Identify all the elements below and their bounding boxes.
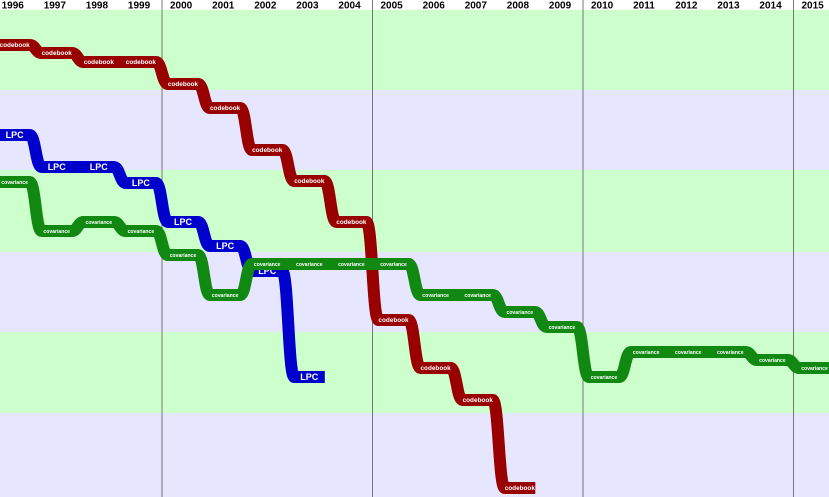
series-label: LPC [132, 178, 151, 188]
band [0, 413, 829, 497]
series-label: covariance [43, 229, 70, 235]
connector [786, 354, 801, 374]
connector [402, 314, 427, 374]
connector [149, 177, 174, 228]
connector [111, 161, 129, 189]
series-label: codebook [42, 50, 73, 57]
x-tick-label: 2007 [465, 1, 488, 12]
connector [112, 216, 128, 237]
series-label: LPC [48, 162, 67, 172]
connector [26, 129, 46, 173]
series-label: covariance [338, 262, 365, 268]
series: covariance covariance covariance covariance… [0, 176, 829, 383]
series-label: covariance [717, 350, 744, 356]
band [0, 10, 829, 90]
x-tick-label: 1996 [2, 1, 25, 12]
x-tick-label: 2012 [675, 1, 698, 12]
x-tick-label: 2003 [296, 1, 319, 12]
connector [276, 265, 301, 383]
series-label: covariance [212, 293, 239, 299]
connector [490, 289, 508, 318]
series-label: codebook [210, 105, 241, 112]
x-tick-label: 2005 [381, 1, 404, 12]
series-label: LPC [174, 217, 193, 227]
connector [570, 321, 595, 383]
series-label: LPC [216, 241, 235, 251]
series-label: covariance [170, 253, 197, 259]
x-tick-label: 1999 [128, 1, 151, 12]
series-label: covariance [254, 262, 281, 268]
connector [234, 102, 259, 156]
x-tick-label: 2008 [507, 1, 530, 12]
series-label: covariance [759, 358, 786, 364]
series-label: LPC [6, 130, 25, 140]
x-tick-label: 2000 [170, 1, 193, 12]
series-label: LPC [90, 162, 109, 172]
series-label: codebook [336, 219, 367, 226]
connector [405, 258, 425, 301]
x-tick-label: 2001 [212, 1, 235, 12]
series-label: covariance [506, 310, 533, 316]
connector [70, 216, 86, 237]
series-label: covariance [464, 293, 491, 299]
connector [532, 306, 550, 333]
series-label: covariance [128, 229, 155, 235]
series-label: covariance [296, 262, 323, 268]
connector [70, 47, 86, 68]
connector [615, 346, 635, 383]
x-tick-label: 2002 [254, 1, 277, 12]
series-label: codebook [168, 81, 199, 88]
series-label: codebook [252, 147, 283, 154]
connector [23, 176, 48, 237]
connector [447, 362, 467, 406]
connector [194, 78, 214, 114]
series-label: LPC [300, 372, 319, 382]
series: codebook codebook codebook codebook codebook… [0, 39, 536, 494]
series-label: LPC [258, 266, 277, 276]
series-label: covariance [549, 325, 576, 331]
series-label: codebook [84, 59, 115, 66]
series-label: codebook [294, 178, 325, 185]
series-label: covariance [1, 180, 28, 186]
x-tick-label: 2014 [759, 1, 782, 12]
series-label: codebook [463, 397, 494, 404]
connector [318, 175, 343, 228]
series-label: codebook [0, 42, 30, 49]
x-tick-label: 2011 [633, 1, 655, 12]
connector [152, 225, 172, 261]
x-tick-label: 1997 [44, 1, 67, 12]
connector [236, 258, 256, 301]
x-tick-label: 2013 [717, 1, 740, 12]
series-label: covariance [633, 350, 660, 356]
x-tick-label: 2006 [423, 1, 446, 12]
x-tick-label: 2015 [802, 1, 825, 12]
connector [486, 394, 511, 494]
x-tick-label: 2009 [549, 1, 572, 12]
connector [744, 346, 759, 366]
x-tick-label: 2010 [591, 1, 614, 12]
series-label: covariance [675, 350, 702, 356]
x-tick-label: 1998 [86, 1, 109, 12]
connector [278, 144, 298, 187]
connector [152, 56, 172, 90]
series-label: covariance [591, 375, 618, 381]
series-label: covariance [801, 366, 828, 372]
series-label: covariance [85, 220, 112, 226]
connector [360, 216, 385, 326]
series-label: covariance [380, 262, 407, 268]
series: LPC LPC LPC LPC LPC LPC LPC LPC [0, 129, 325, 383]
connector [28, 39, 43, 59]
connector [192, 249, 217, 301]
band [0, 90, 829, 170]
series-label: codebook [505, 485, 536, 492]
series-label: codebook [378, 317, 409, 324]
series-label: covariance [422, 293, 449, 299]
series-label: codebook [421, 365, 452, 372]
connector [194, 216, 214, 252]
series-label: codebook [126, 59, 157, 66]
x-tick-label: 2004 [338, 1, 361, 12]
